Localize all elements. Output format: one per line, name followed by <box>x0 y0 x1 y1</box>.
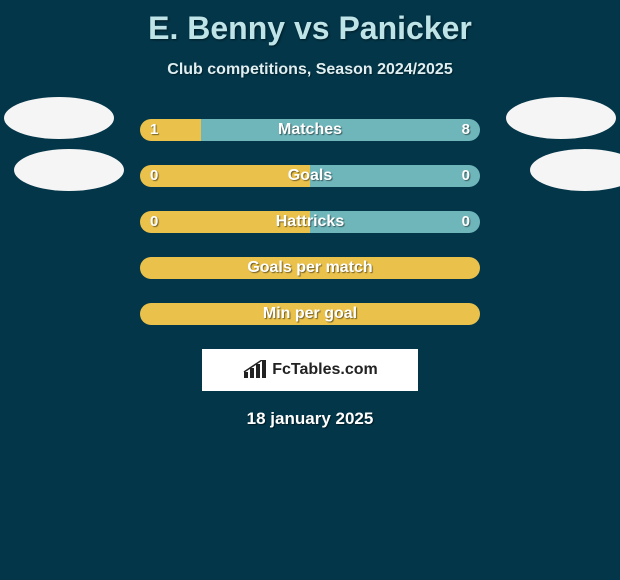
avatar-left-top <box>4 97 114 139</box>
bar-label: Goals <box>140 165 480 187</box>
bar-row: 0 Goals 0 <box>140 165 480 187</box>
avatar-left-bottom <box>14 149 124 191</box>
bar-row: 1 Matches 8 <box>140 119 480 141</box>
bar-right-value: 8 <box>462 119 470 141</box>
page-title: E. Benny vs Panicker <box>0 0 620 47</box>
bars-container: 1 Matches 8 0 Goals 0 0 Hattricks 0 Goal… <box>140 119 480 325</box>
date-label: 18 january 2025 <box>0 409 620 429</box>
comparison-section: 1 Matches 8 0 Goals 0 0 Hattricks 0 Goal… <box>0 119 620 429</box>
avatar-right-bottom <box>530 149 620 191</box>
logo-text: FcTables.com <box>272 361 378 379</box>
bar-row: Goals per match <box>140 257 480 279</box>
bar-label: Hattricks <box>140 211 480 233</box>
bar-right-value: 0 <box>462 165 470 187</box>
bar-row: Min per goal <box>140 303 480 325</box>
logo-box: FcTables.com <box>202 349 418 391</box>
bar-row: 0 Hattricks 0 <box>140 211 480 233</box>
bar-right-value: 0 <box>462 211 470 233</box>
bar-label: Min per goal <box>140 303 480 325</box>
bars-icon <box>242 360 268 380</box>
bar-label: Matches <box>140 119 480 141</box>
avatar-right-top <box>506 97 616 139</box>
page-subtitle: Club competitions, Season 2024/2025 <box>0 61 620 79</box>
bar-label: Goals per match <box>140 257 480 279</box>
